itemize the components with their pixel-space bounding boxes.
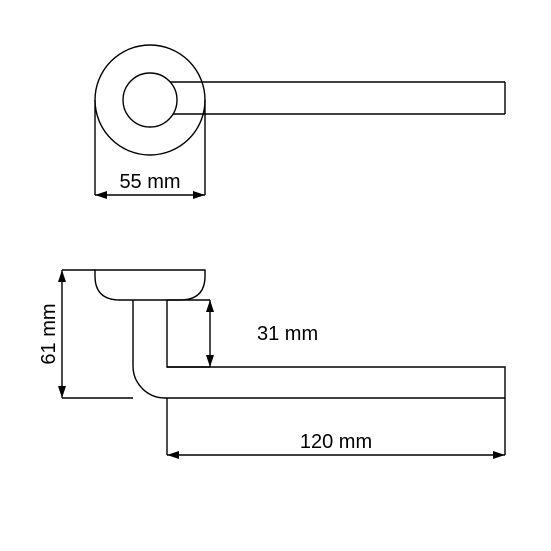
dim61-label: 61 mm (38, 303, 60, 364)
dim55-label: 55 mm (119, 171, 180, 193)
dim120-label: 120 mm (300, 431, 372, 453)
rose-outer-circle (95, 45, 205, 155)
rose-inner-circle (123, 73, 177, 127)
lever-side-profile (133, 300, 505, 398)
plate-profile (95, 270, 205, 300)
dim31-label: 31 mm (257, 323, 318, 345)
